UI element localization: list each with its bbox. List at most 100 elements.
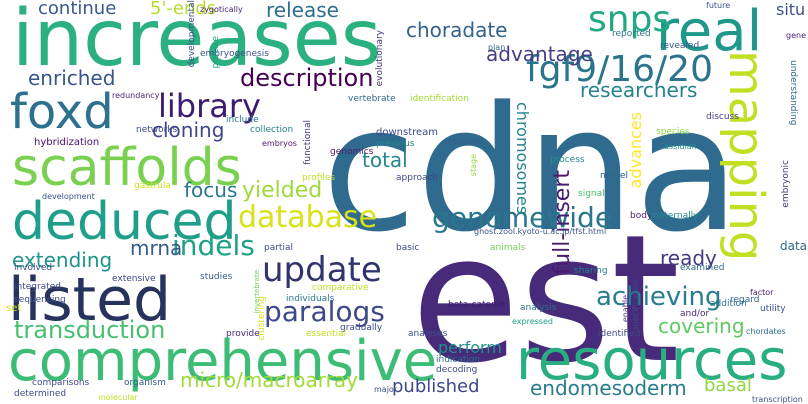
word-discuss: discuss bbox=[706, 112, 739, 122]
word-gastrula: gastrula bbox=[134, 181, 171, 191]
word-utility: utility bbox=[760, 304, 786, 314]
word-networks: networks bbox=[136, 125, 178, 135]
word-sharing: sharing bbox=[574, 266, 608, 276]
word-specification: specification bbox=[631, 280, 640, 331]
word-identified: identified bbox=[598, 329, 641, 339]
word-yielded: yielded bbox=[242, 178, 323, 203]
word-resources: resources bbox=[516, 328, 788, 393]
word-animals: animals bbox=[490, 243, 526, 253]
word-include: include bbox=[226, 115, 259, 125]
word-indication: indication bbox=[436, 355, 481, 365]
word-snps: snps bbox=[588, 0, 672, 40]
word-genomics: genomics bbox=[330, 147, 374, 157]
word-provide: provide bbox=[226, 329, 260, 339]
word-basal: basal bbox=[704, 375, 752, 396]
word-focus: focus bbox=[184, 178, 238, 202]
word-expressed: expressed bbox=[512, 317, 553, 326]
word-gene: gene bbox=[786, 31, 806, 40]
word-development: development bbox=[42, 192, 95, 201]
word-collection: collection bbox=[250, 125, 294, 135]
word-future: future bbox=[706, 1, 731, 10]
word-gradually: gradually bbox=[340, 323, 383, 333]
word-foxd: foxd bbox=[10, 84, 114, 140]
word-scaffolds: scaffolds bbox=[12, 138, 242, 198]
word-description: description bbox=[240, 64, 374, 92]
word-comparative: comparative bbox=[312, 283, 369, 293]
word-cloning: cloning bbox=[152, 118, 225, 142]
word-ghost-url: ghost.zool.kyoto-u.ac.jp/tfst.html bbox=[474, 227, 607, 236]
word-published: published bbox=[392, 376, 480, 397]
word-invertebrate: invertebrate bbox=[253, 270, 261, 314]
word-reported: reported bbox=[612, 29, 651, 39]
word-choradate: choradate bbox=[406, 18, 508, 42]
word-understanding: understanding bbox=[788, 60, 798, 126]
word-cdna: cdna bbox=[322, 69, 741, 270]
word-embryogenesis: embryogenesis bbox=[200, 49, 269, 59]
word-hybridization: hybridization bbox=[34, 137, 100, 148]
word-approach: approach bbox=[396, 173, 439, 183]
word-5-ends: 5'-ends bbox=[150, 0, 217, 19]
word-species: species bbox=[656, 127, 690, 137]
word-embryonic: embryonic bbox=[781, 160, 791, 208]
word-embryos: embryos bbox=[262, 139, 297, 148]
word-maternally: maternally bbox=[650, 211, 699, 221]
word-involved: involved bbox=[14, 263, 53, 273]
word-revealed: revealed bbox=[660, 41, 700, 51]
word-set: set bbox=[6, 303, 22, 314]
word-regard: regard bbox=[730, 295, 760, 305]
word-evolutionary: evolutionary bbox=[375, 30, 385, 87]
word-endomesoderm: endomesoderm bbox=[530, 376, 687, 400]
word-factor: factor bbox=[750, 288, 774, 297]
word-assidian: assidian bbox=[664, 142, 697, 151]
word-continue: continue bbox=[38, 0, 117, 19]
word-chromosomes: chromosomes bbox=[513, 102, 532, 215]
word-sequencing: sequencing bbox=[14, 295, 66, 305]
word-individuals: individuals bbox=[286, 294, 335, 304]
word-enable: enable bbox=[621, 295, 630, 323]
word-comparisons: comparisons bbox=[32, 378, 90, 388]
word-molecular: molecular bbox=[98, 393, 138, 402]
word-genomewide: genomewide bbox=[432, 201, 613, 234]
word-major: major bbox=[374, 385, 398, 394]
word-library: library bbox=[158, 87, 261, 125]
word-analyses: analyses bbox=[408, 329, 448, 339]
word-release: release bbox=[266, 0, 339, 22]
word-achieving: achieving bbox=[596, 282, 722, 312]
word-examined: examined bbox=[680, 263, 725, 273]
word-developmental: developmental bbox=[187, 0, 197, 68]
word-situ: situ bbox=[776, 0, 806, 19]
word-precise: precise bbox=[211, 36, 221, 69]
word-listed: listed bbox=[8, 265, 172, 335]
word-transcription: transcription bbox=[752, 395, 803, 404]
word-advantage: advantage bbox=[486, 42, 593, 66]
word-indels: indels bbox=[172, 229, 255, 262]
word-previous: previous bbox=[376, 139, 415, 149]
word-researchers: researchers bbox=[580, 78, 698, 102]
word-paralogs: paralogs bbox=[264, 295, 385, 328]
word-body: body bbox=[630, 211, 653, 221]
word-update: update bbox=[262, 250, 382, 290]
word-increases: increases bbox=[12, 0, 382, 84]
word-basic: basic bbox=[396, 243, 420, 253]
word-decoding: decoding bbox=[436, 365, 478, 375]
word-determined: determined bbox=[14, 389, 67, 399]
word-covering: covering bbox=[658, 314, 745, 338]
word-extending: extending bbox=[12, 248, 113, 272]
word-fgf: fgf9/16/20 bbox=[526, 49, 713, 90]
word-ready: ready bbox=[660, 246, 717, 270]
word-advances: advances bbox=[626, 112, 645, 189]
word-identification: identification bbox=[410, 94, 469, 104]
word-zygotically: zygotically bbox=[200, 5, 243, 14]
word-total: total bbox=[362, 148, 408, 172]
word-perform: perform bbox=[438, 338, 502, 357]
word-downstream: downstream bbox=[376, 127, 439, 138]
word-mapping: mapping bbox=[718, 50, 774, 262]
word-transduction: transduction bbox=[14, 316, 166, 344]
word-extensive: extensive bbox=[112, 274, 156, 284]
word-database: database bbox=[238, 200, 378, 235]
word-analysis: analysis bbox=[520, 303, 557, 313]
word-organism: organism bbox=[124, 378, 166, 388]
word-comprehensive: comprehensive bbox=[8, 329, 438, 394]
word-est: est bbox=[411, 197, 680, 402]
word-enriched: enriched bbox=[28, 66, 116, 90]
